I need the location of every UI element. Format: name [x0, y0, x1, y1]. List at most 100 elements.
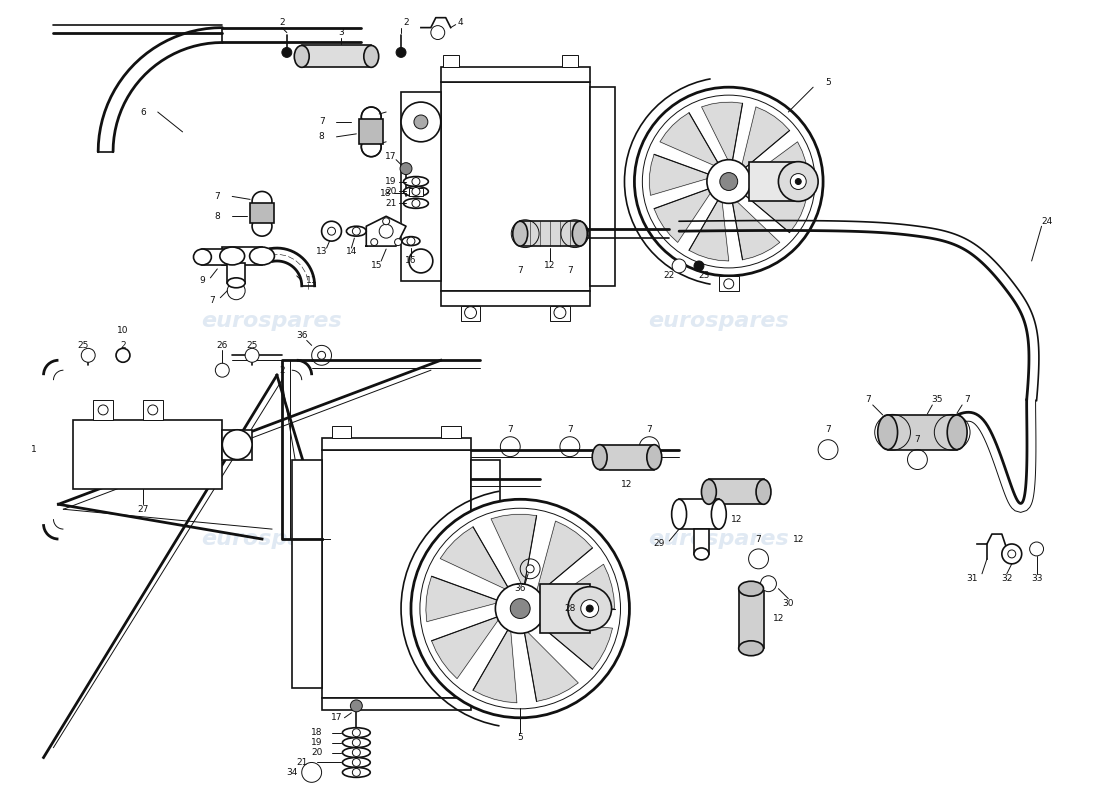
- Polygon shape: [524, 628, 579, 702]
- Bar: [402, 92, 441, 281]
- Text: 12: 12: [730, 514, 741, 524]
- Ellipse shape: [712, 499, 726, 529]
- Bar: [739, 589, 763, 648]
- Text: 5: 5: [517, 733, 524, 742]
- Circle shape: [98, 405, 108, 415]
- Text: 11: 11: [306, 276, 318, 286]
- Circle shape: [352, 729, 361, 737]
- Text: 7: 7: [865, 395, 871, 405]
- Text: 33: 33: [1031, 574, 1043, 583]
- Text: 2: 2: [279, 366, 285, 374]
- Polygon shape: [660, 113, 722, 169]
- Circle shape: [694, 261, 704, 271]
- Bar: [550, 306, 570, 321]
- Bar: [360, 119, 383, 144]
- Bar: [202, 249, 228, 265]
- Text: 1: 1: [31, 445, 36, 454]
- Circle shape: [464, 306, 476, 318]
- Text: 19: 19: [311, 738, 322, 747]
- Text: 25: 25: [246, 341, 257, 350]
- Ellipse shape: [402, 237, 420, 246]
- Bar: [600, 445, 654, 470]
- Bar: [74, 420, 222, 490]
- Bar: [471, 459, 501, 688]
- Circle shape: [402, 102, 441, 142]
- Circle shape: [581, 600, 598, 618]
- Circle shape: [790, 174, 806, 190]
- Circle shape: [229, 437, 245, 453]
- Ellipse shape: [672, 499, 686, 529]
- Ellipse shape: [342, 747, 371, 758]
- Bar: [222, 430, 252, 459]
- Text: 7: 7: [647, 426, 652, 434]
- Text: 30: 30: [782, 599, 794, 608]
- Circle shape: [586, 605, 593, 612]
- Ellipse shape: [702, 479, 716, 504]
- Text: 20: 20: [385, 187, 397, 196]
- Bar: [94, 400, 113, 420]
- Text: 7: 7: [507, 426, 514, 434]
- Circle shape: [321, 222, 341, 241]
- Circle shape: [672, 259, 686, 273]
- Text: 3: 3: [339, 28, 344, 37]
- Text: 21: 21: [296, 758, 307, 767]
- Circle shape: [510, 598, 530, 618]
- Text: 18: 18: [311, 728, 322, 737]
- Circle shape: [526, 565, 535, 573]
- Bar: [321, 450, 471, 698]
- Circle shape: [395, 238, 402, 246]
- Polygon shape: [732, 196, 780, 260]
- Bar: [441, 67, 590, 82]
- Bar: [321, 698, 471, 710]
- Polygon shape: [426, 576, 502, 622]
- Text: 21: 21: [385, 199, 397, 208]
- Text: 34: 34: [286, 768, 297, 777]
- Text: 2: 2: [404, 18, 409, 27]
- Polygon shape: [431, 615, 502, 678]
- Circle shape: [407, 237, 415, 245]
- Ellipse shape: [592, 445, 607, 470]
- Bar: [708, 479, 763, 504]
- Circle shape: [412, 178, 420, 186]
- Text: eurospares: eurospares: [648, 529, 789, 549]
- Circle shape: [252, 216, 272, 236]
- Bar: [520, 222, 580, 246]
- Ellipse shape: [220, 247, 244, 265]
- Polygon shape: [473, 626, 517, 703]
- Text: 19: 19: [385, 177, 397, 186]
- Polygon shape: [366, 216, 406, 246]
- Ellipse shape: [342, 758, 371, 767]
- Ellipse shape: [947, 415, 967, 450]
- Ellipse shape: [342, 728, 371, 738]
- Circle shape: [760, 576, 777, 592]
- Circle shape: [216, 363, 229, 377]
- Circle shape: [116, 348, 130, 362]
- Text: 8: 8: [319, 132, 324, 142]
- Text: 36: 36: [515, 584, 526, 593]
- Circle shape: [396, 47, 406, 58]
- Circle shape: [724, 279, 734, 289]
- Bar: [292, 459, 321, 688]
- Ellipse shape: [295, 46, 309, 67]
- Bar: [562, 55, 578, 67]
- Bar: [409, 189, 422, 197]
- Ellipse shape: [346, 226, 366, 236]
- Ellipse shape: [250, 247, 274, 265]
- Ellipse shape: [739, 641, 763, 656]
- Circle shape: [352, 738, 361, 746]
- Text: 4: 4: [458, 18, 463, 27]
- Polygon shape: [649, 154, 715, 195]
- Ellipse shape: [342, 767, 371, 778]
- Bar: [694, 529, 708, 554]
- Circle shape: [554, 306, 565, 318]
- Text: 27: 27: [138, 505, 148, 514]
- Circle shape: [412, 187, 420, 195]
- Circle shape: [351, 700, 362, 712]
- Text: 7: 7: [825, 426, 830, 434]
- Bar: [749, 162, 799, 202]
- Polygon shape: [740, 191, 807, 233]
- Text: 22: 22: [663, 271, 674, 280]
- Polygon shape: [689, 194, 728, 261]
- Bar: [301, 46, 372, 67]
- Ellipse shape: [513, 222, 528, 246]
